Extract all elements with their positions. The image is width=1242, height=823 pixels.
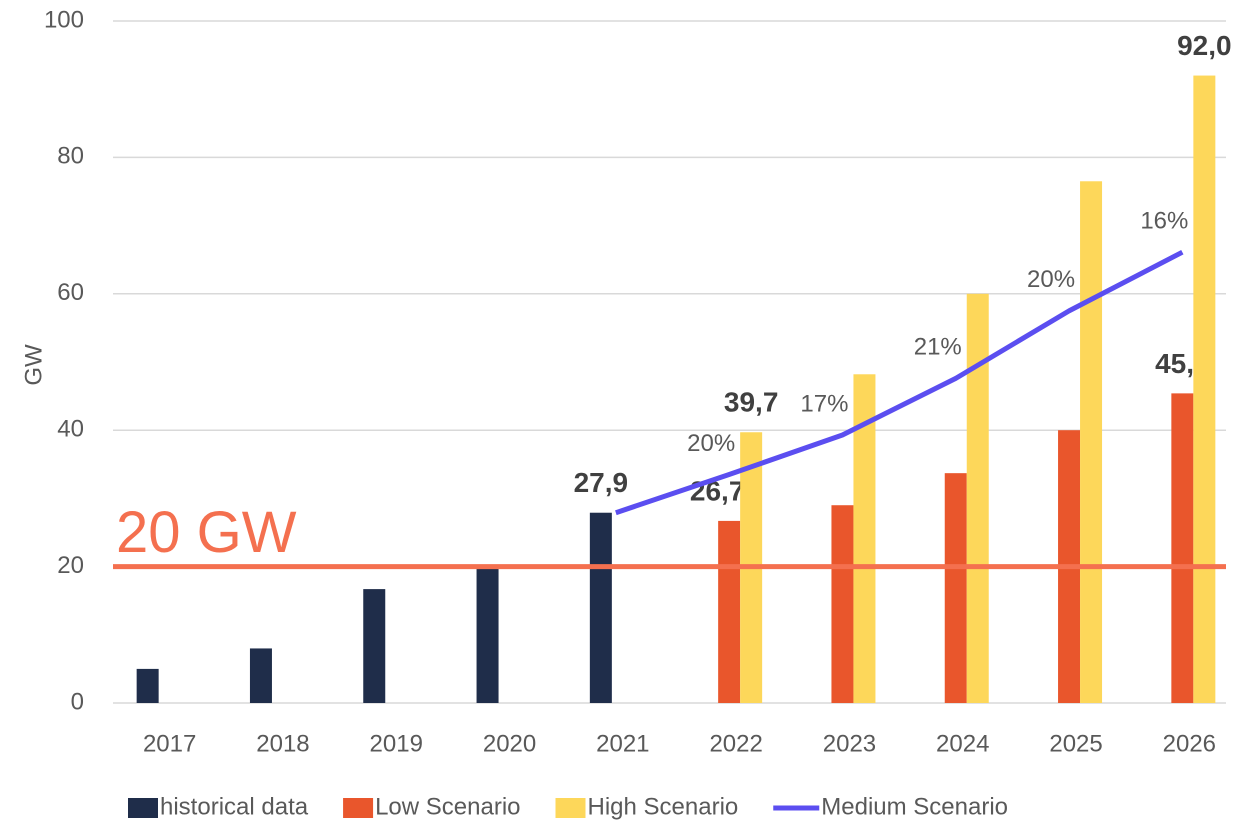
bar bbox=[1171, 393, 1194, 703]
x-tick-label: 2018 bbox=[256, 730, 309, 757]
x-tick-label: 2022 bbox=[709, 730, 762, 757]
bar bbox=[1193, 75, 1216, 703]
x-tick-label: 2019 bbox=[370, 730, 423, 757]
y-tick-label: 80 bbox=[57, 143, 84, 170]
bar bbox=[831, 505, 854, 703]
bar bbox=[853, 374, 876, 703]
x-tick-label: 2023 bbox=[823, 730, 876, 757]
growth-label: 20% bbox=[1027, 266, 1075, 293]
x-tick-label: 2021 bbox=[596, 730, 649, 757]
y-tick-label: 40 bbox=[57, 416, 84, 443]
value-label: 92,0 bbox=[1177, 30, 1232, 61]
x-tick-label: 2025 bbox=[1049, 730, 1102, 757]
bar bbox=[136, 668, 159, 703]
x-tick-label: 2024 bbox=[936, 730, 989, 757]
y-axis-label: GW bbox=[20, 344, 47, 386]
legend-swatch bbox=[343, 798, 374, 818]
value-label: 27,9 bbox=[574, 467, 629, 498]
x-tick-label: 2017 bbox=[143, 730, 196, 757]
y-tick-label: 0 bbox=[71, 688, 84, 715]
growth-label: 16% bbox=[1140, 208, 1188, 235]
line bbox=[615, 249, 1184, 516]
growth-label: 17% bbox=[800, 390, 848, 417]
bar bbox=[476, 567, 499, 703]
legend-label: Medium Scenario bbox=[821, 793, 1008, 820]
legend-label: High Scenario bbox=[588, 793, 739, 820]
bar bbox=[589, 512, 612, 703]
bar bbox=[944, 473, 967, 703]
threshold-label: 20 GW bbox=[116, 500, 297, 565]
legend-swatch bbox=[128, 798, 158, 818]
bar bbox=[1080, 181, 1103, 703]
legend-swatch bbox=[555, 798, 586, 818]
growth-label: 21% bbox=[914, 334, 962, 361]
bar bbox=[249, 648, 272, 703]
y-tick-label: 60 bbox=[57, 279, 84, 306]
growth-label: 20% bbox=[687, 430, 735, 457]
y-tick-label: 20 bbox=[57, 552, 84, 579]
bar bbox=[966, 293, 989, 703]
value-label: 39,7 bbox=[724, 387, 779, 418]
bar bbox=[718, 520, 741, 703]
legend-label: Low Scenario bbox=[375, 793, 520, 820]
y-tick-label: 100 bbox=[44, 6, 84, 33]
x-tick-label: 2026 bbox=[1163, 730, 1216, 757]
bar bbox=[363, 589, 386, 703]
legend-label: historical data bbox=[160, 793, 309, 820]
x-tick-label: 2020 bbox=[483, 730, 536, 757]
